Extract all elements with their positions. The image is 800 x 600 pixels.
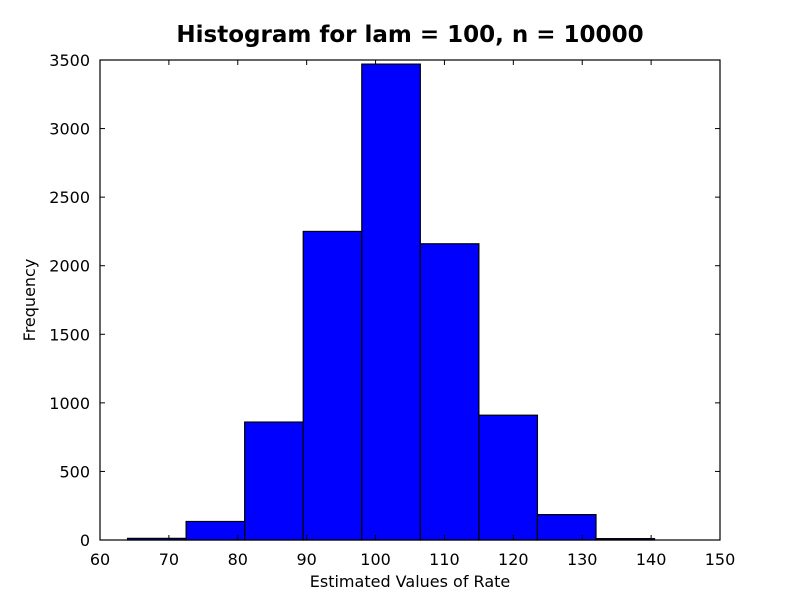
histogram-bar-5 [361,63,421,541]
y-tick-label: 500 [59,462,90,481]
y-tick-label: 0 [80,531,90,550]
x-tick-label: 60 [90,550,110,569]
histogram-bar-6 [419,243,480,541]
histogram-bar-4 [302,230,363,541]
x-tick-label: 110 [429,550,460,569]
axes-frame [99,59,721,541]
x-tick-label: 140 [636,550,667,569]
y-tick-label: 2000 [49,257,90,276]
y-tick-label: 1000 [49,394,90,413]
x-axis-label: Estimated Values of Rate [309,572,511,591]
y-axis-label: Frequency [20,258,39,342]
x-tick-label: 100 [360,550,391,569]
x-tick-label: 130 [567,550,598,569]
x-tick-label: 70 [159,550,179,569]
histogram-bar-3 [244,421,304,541]
y-tick-label: 2500 [49,188,90,207]
y-tick-label: 3000 [49,120,90,139]
y-tick-label: 1500 [49,325,90,344]
histogram-bar-2 [185,520,246,541]
x-tick-label: 150 [705,550,736,569]
histogram-bar-8 [536,514,597,541]
y-tick-label: 3500 [49,51,90,70]
x-tick-label: 80 [228,550,248,569]
histogram-bar-7 [478,414,539,541]
chart-title: Histogram for lam = 100, n = 10000 [176,22,644,48]
x-tick-label: 90 [296,550,316,569]
x-tick-label: 120 [498,550,529,569]
